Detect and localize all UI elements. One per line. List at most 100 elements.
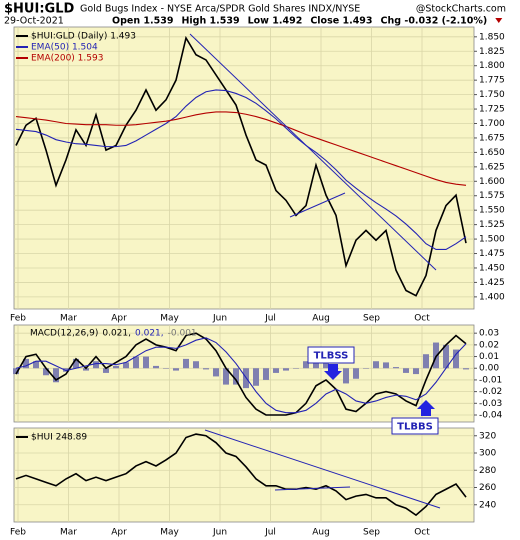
y-tick-label: 1.500 [479, 235, 505, 245]
quote: Open 1.539 High 1.539 Low 1.492 Close 1.493… [112, 16, 503, 27]
brand: @StockCharts.com [416, 4, 506, 15]
x-tick-label: Oct [414, 314, 430, 324]
y-tick-label: 1.800 [479, 61, 505, 71]
histogram-bar [293, 368, 299, 369]
y-tick-label: 1.625 [479, 162, 505, 172]
y-tick-label: 300 [479, 449, 496, 459]
quote-field: Low 1.492 [248, 16, 303, 27]
quote-field: Close 1.493 [310, 16, 372, 27]
y-tick-label: 1.775 [479, 76, 505, 86]
legend-label: 0.021, [102, 329, 131, 339]
legend-label: $HUI 248.89 [31, 433, 87, 443]
quote-field: Chg -0.032 (-2.10%) [381, 16, 488, 27]
series-line [15, 111, 467, 186]
histogram-bar [133, 356, 139, 369]
histogram-bar [393, 367, 399, 369]
x-tick-label: May [160, 528, 179, 538]
annotation: TLBSS [314, 351, 349, 362]
arrow [417, 400, 435, 416]
y-tick-label: 1.550 [479, 206, 505, 216]
legend-label: -0.001 [168, 329, 197, 339]
histogram-bar [173, 368, 179, 371]
y-tick-label: 240 [479, 500, 496, 510]
y-tick-label: 1.750 [479, 90, 505, 100]
x-tick-label: Apr [111, 528, 127, 538]
series-line [15, 332, 467, 416]
y-tick-label: 0.00 [479, 364, 499, 374]
y-tick-label: -0.03 [479, 399, 502, 409]
x-tick-label: Mar [60, 528, 77, 538]
histogram-bar [413, 368, 419, 375]
change-indicator [495, 18, 503, 23]
series-line [15, 433, 467, 517]
y-tick-label: 1.525 [479, 220, 505, 230]
histogram-bar [303, 361, 309, 369]
histogram-bar [123, 362, 129, 369]
histogram-bar [153, 365, 159, 369]
x-tick-label: Jun [212, 314, 227, 324]
histogram-bar [103, 368, 109, 373]
y-tick-label: 1.400 [479, 292, 505, 302]
x-tick-label: Feb [10, 528, 26, 538]
histogram-bar [343, 368, 349, 384]
quote-field: High 1.539 [181, 16, 239, 27]
y-tick-label: -0.04 [479, 410, 503, 420]
histogram-bar [163, 368, 169, 369]
histogram-bar [113, 365, 119, 369]
y-tick-label: -0.02 [479, 387, 502, 397]
histogram-bar [283, 368, 289, 371]
histogram-bar [83, 368, 89, 371]
y-tick-label: 1.700 [479, 119, 505, 129]
histogram-bar [53, 368, 59, 383]
histogram-bar [143, 356, 149, 369]
x-tick-label: Oct [414, 528, 430, 538]
y-tick-label: 1.575 [479, 191, 505, 201]
histogram-bar [223, 368, 229, 385]
histogram-bar [443, 344, 449, 369]
x-tick-label: Aug [312, 528, 330, 538]
legend-label: $HUI:GLD (Daily) 1.493 [31, 32, 136, 42]
histogram-bar [423, 354, 429, 369]
y-tick-label: 260 [479, 483, 496, 493]
y-tick-label: 1.475 [479, 249, 505, 259]
histogram-bar [43, 368, 49, 376]
annotation-box [307, 346, 355, 364]
y-tick-label: 280 [479, 466, 496, 476]
histogram-bar [373, 361, 379, 369]
y-tick-label: 0.01 [479, 352, 499, 362]
x-tick-label: Sep [363, 528, 380, 538]
histogram-bar [193, 361, 199, 369]
description: Gold Bugs Index - NYSE Arca/SPDR Gold Sh… [80, 4, 360, 15]
date: 29-Oct-2021 [4, 16, 64, 27]
y-tick-label: 320 [479, 431, 496, 441]
series-line [15, 35, 467, 297]
trendline [274, 486, 351, 491]
histogram-bar [183, 358, 189, 369]
y-tick-label: 1.425 [479, 278, 505, 288]
trendline [189, 33, 437, 271]
histogram-bar [453, 349, 459, 369]
histogram-bar [253, 368, 259, 386]
histogram-bar [213, 368, 219, 377]
y-tick-label: 1.725 [479, 105, 505, 115]
plots: 1.400 1.425 1.450 1.475 1.500 1.525 1.550 1.575… [10, 26, 505, 538]
plot-area [13, 26, 475, 310]
histogram-bar [93, 361, 99, 369]
series-line [15, 89, 467, 251]
y-tick-label: 1.600 [479, 177, 505, 187]
arrow [324, 364, 342, 380]
histogram-bar [383, 362, 389, 369]
annotation-box [391, 417, 439, 435]
y-tick-label: 1.450 [479, 263, 505, 273]
histogram-bar [23, 358, 29, 369]
legend-label: 0.021, [135, 329, 164, 339]
y-tick-label: 1.650 [479, 148, 505, 158]
x-tick-label: Aug [312, 314, 330, 324]
trendline [204, 429, 441, 509]
histogram-bar [73, 358, 79, 369]
annotation: TLBBS [397, 422, 433, 433]
y-tick-label: 1.825 [479, 47, 505, 57]
y-tick-label: 0.02 [479, 340, 499, 350]
y-tick-label: 0.03 [479, 329, 499, 339]
